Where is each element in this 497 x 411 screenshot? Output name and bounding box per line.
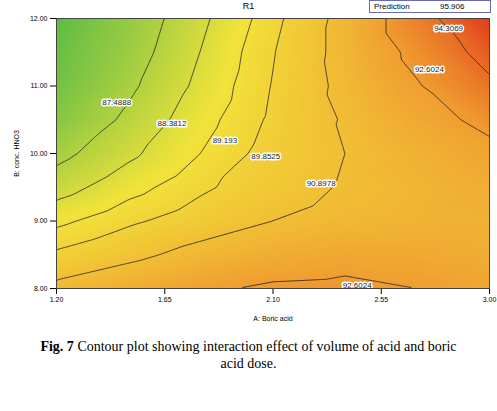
svg-text:2.10: 2.10	[266, 296, 280, 303]
svg-text:10.00: 10.00	[30, 150, 48, 157]
svg-text:87.4888: 87.4888	[102, 98, 131, 107]
svg-text:90.8978: 90.8978	[307, 179, 336, 188]
svg-text:94.3069: 94.3069	[434, 24, 463, 33]
html-text:Prediction: Prediction	[374, 2, 410, 11]
svg-text:9.00: 9.00	[34, 217, 48, 224]
svg-text:A: Boric acid: A: Boric acid	[253, 315, 292, 322]
svg-text:1.20: 1.20	[50, 296, 64, 303]
svg-text:89.8525: 89.8525	[251, 152, 280, 161]
svg-text:88.3812: 88.3812	[158, 119, 187, 128]
svg-text:B: conc. HNO3: B: conc. HNO3	[13, 130, 20, 177]
svg-text:11.00: 11.00	[31, 82, 48, 89]
html-text:95.906: 95.906	[440, 2, 465, 11]
svg-text:3.00: 3.00	[483, 296, 497, 303]
svg-text:12.00: 12.00	[30, 15, 48, 22]
svg-text:92.6024: 92.6024	[342, 280, 372, 290]
svg-text:92.6024: 92.6024	[415, 65, 444, 74]
html-text:Fig. 7 Contour plot showing in: Fig. 7 Contour plot showing interaction …	[40, 339, 457, 371]
svg-text:89.193: 89.193	[213, 136, 238, 145]
html-text:R1: R1	[242, 1, 255, 11]
svg-text:8.00: 8.00	[34, 285, 48, 292]
svg-text:1.65: 1.65	[158, 296, 172, 303]
svg-text:2.55: 2.55	[374, 296, 388, 303]
